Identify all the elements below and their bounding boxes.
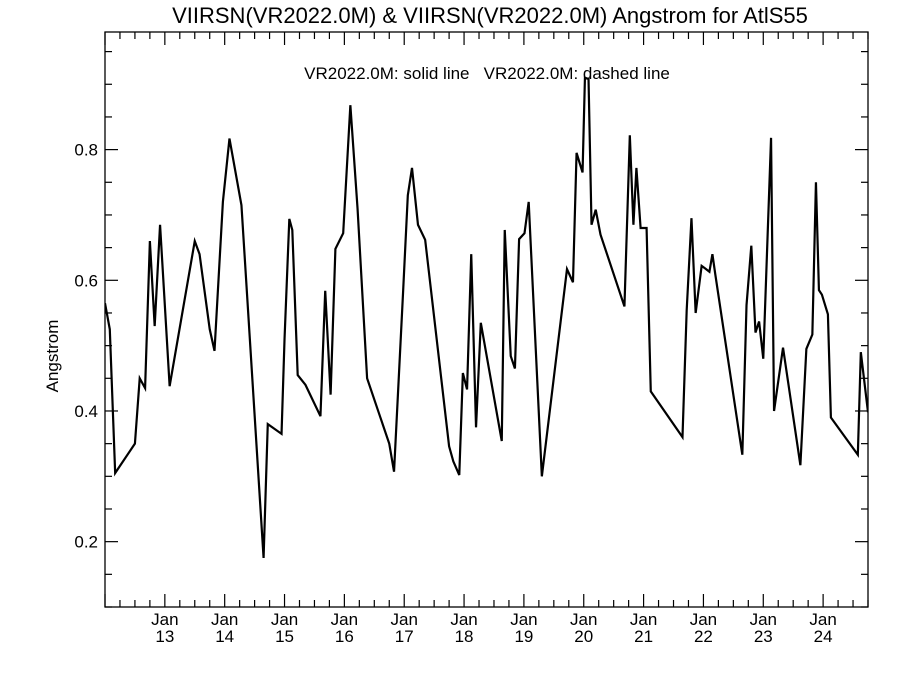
y-tick-label: 0.4 bbox=[74, 402, 98, 421]
x-tick-label-day: 19 bbox=[514, 627, 533, 646]
x-tick-label-day: 13 bbox=[155, 627, 174, 646]
plot-frame bbox=[104, 31, 869, 608]
axis-ticks bbox=[104, 32, 869, 608]
x-tick-label-month: Jan bbox=[630, 610, 657, 629]
x-tick-label-month: Jan bbox=[809, 610, 836, 629]
y-tick-label: 0.8 bbox=[74, 141, 98, 160]
x-tick-label-day: 18 bbox=[455, 627, 474, 646]
x-tick-label-day: 22 bbox=[694, 627, 713, 646]
x-tick-label-day: 23 bbox=[754, 627, 773, 646]
chart-title: VIIRSN(VR2022.0M) & VIIRSN(VR2022.0M) An… bbox=[172, 3, 808, 28]
x-tick-label-month: Jan bbox=[331, 610, 358, 629]
x-tick-label-month: Jan bbox=[510, 610, 537, 629]
y-tick-label: 0.6 bbox=[74, 271, 98, 290]
series-line-solid bbox=[105, 76, 868, 559]
series-layer bbox=[105, 76, 868, 559]
axis-tick-labels: Jan13Jan14Jan15Jan16Jan17Jan18Jan19Jan20… bbox=[74, 141, 836, 646]
y-tick-label: 0.2 bbox=[74, 533, 98, 552]
x-tick-label-day: 24 bbox=[814, 627, 833, 646]
x-tick-label-month: Jan bbox=[570, 610, 597, 629]
line-style-annotation: VR2022.0M: solid line VR2022.0M: dashed … bbox=[304, 64, 670, 83]
x-tick-label-month: Jan bbox=[211, 610, 238, 629]
x-tick-label-month: Jan bbox=[151, 610, 178, 629]
x-tick-label-month: Jan bbox=[450, 610, 477, 629]
x-tick-label-day: 21 bbox=[634, 627, 653, 646]
x-tick-label-day: 20 bbox=[574, 627, 593, 646]
x-tick-label-month: Jan bbox=[690, 610, 717, 629]
y-axis-label: Angstrom bbox=[43, 320, 62, 393]
x-tick-label-month: Jan bbox=[391, 610, 418, 629]
x-tick-label-day: 15 bbox=[275, 627, 294, 646]
x-tick-label-day: 14 bbox=[215, 627, 234, 646]
x-tick-label-day: 16 bbox=[335, 627, 354, 646]
x-tick-label-month: Jan bbox=[271, 610, 298, 629]
x-tick-label-month: Jan bbox=[750, 610, 777, 629]
x-tick-label-day: 17 bbox=[395, 627, 414, 646]
